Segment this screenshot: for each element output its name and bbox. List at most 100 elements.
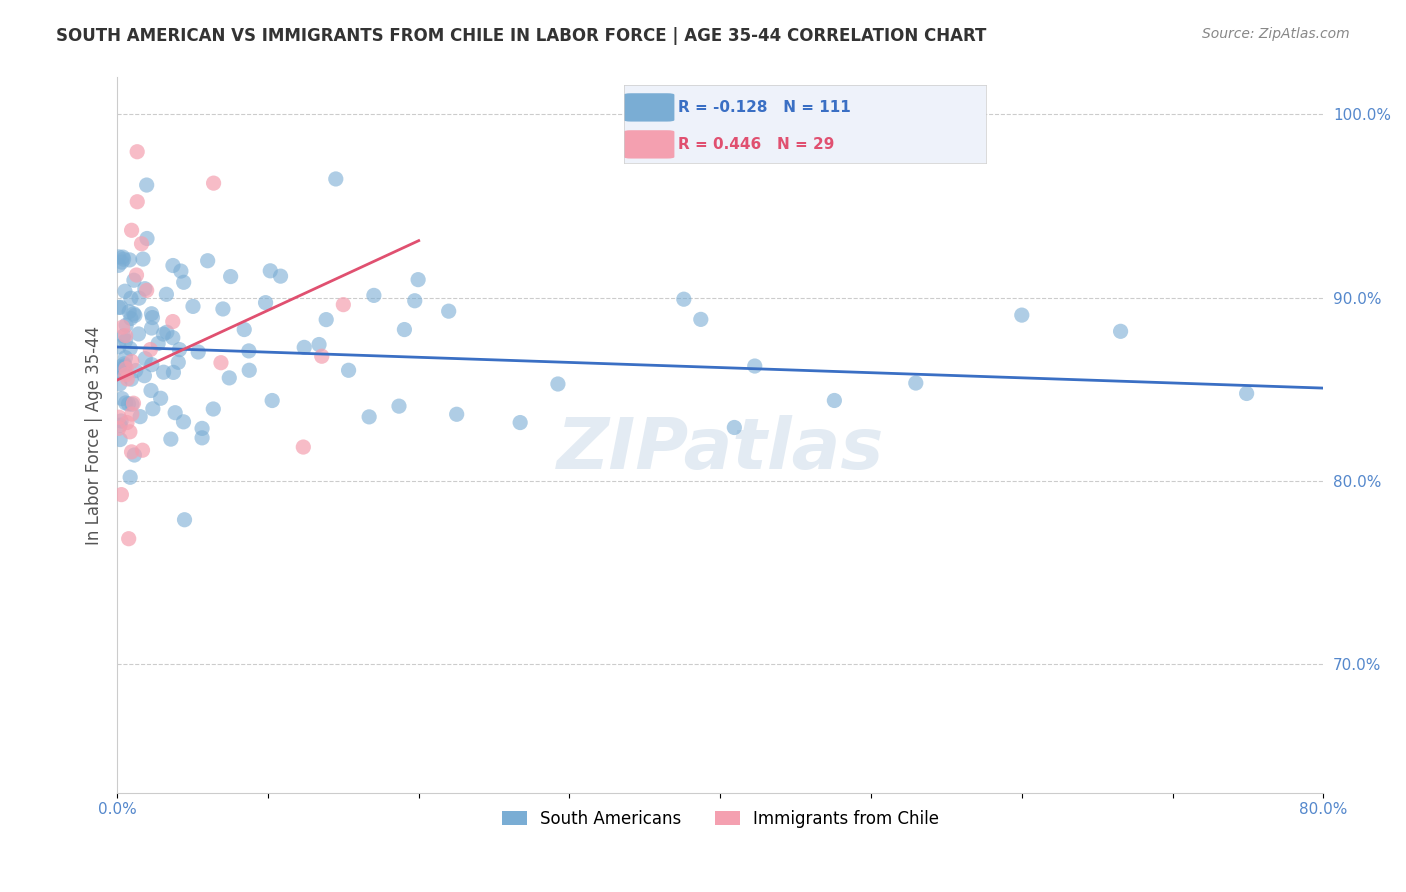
Point xyxy=(173,415,195,429)
Point xyxy=(672,292,695,306)
Point xyxy=(191,431,214,445)
Point xyxy=(262,393,284,408)
Point xyxy=(141,307,163,321)
Y-axis label: In Labor Force | Age 35-44: In Labor Force | Age 35-44 xyxy=(86,326,103,545)
Point xyxy=(259,264,281,278)
Point xyxy=(209,356,232,370)
Point xyxy=(509,416,531,430)
Point xyxy=(122,307,145,321)
Point xyxy=(202,176,225,190)
Point xyxy=(110,414,132,428)
Point xyxy=(156,325,179,339)
Point xyxy=(108,376,131,391)
Point xyxy=(117,372,139,386)
Point xyxy=(141,358,163,372)
Point xyxy=(135,284,157,298)
Point xyxy=(146,336,169,351)
Point xyxy=(122,273,145,287)
Point xyxy=(114,284,136,298)
Point xyxy=(121,397,143,411)
Point xyxy=(115,318,138,333)
Point xyxy=(131,236,153,251)
Point xyxy=(115,361,138,376)
Point xyxy=(388,399,411,413)
Point xyxy=(120,470,142,484)
Point xyxy=(124,448,146,462)
Point xyxy=(115,416,138,430)
Point xyxy=(112,329,135,343)
Point xyxy=(292,340,315,354)
Point xyxy=(152,327,174,342)
Point xyxy=(125,268,148,282)
Point xyxy=(134,351,156,366)
Point xyxy=(121,354,143,368)
Point xyxy=(110,301,132,315)
Point xyxy=(108,418,131,433)
Point xyxy=(118,425,141,439)
Point xyxy=(141,321,163,335)
Point xyxy=(142,401,165,416)
Point xyxy=(108,410,131,425)
Point xyxy=(170,264,193,278)
Point xyxy=(173,275,195,289)
Point xyxy=(111,255,134,269)
Point xyxy=(131,443,153,458)
Point xyxy=(162,331,184,345)
Point xyxy=(218,371,240,385)
Point xyxy=(114,359,136,373)
Point xyxy=(121,223,143,237)
Point xyxy=(114,328,136,343)
Point xyxy=(270,269,292,284)
Point xyxy=(134,282,156,296)
Point xyxy=(169,343,191,357)
Point xyxy=(121,407,143,421)
Point xyxy=(160,432,183,446)
Point xyxy=(167,355,190,369)
Point xyxy=(114,368,136,382)
Point xyxy=(108,359,131,374)
Point xyxy=(363,288,385,302)
Point xyxy=(689,312,711,326)
Point xyxy=(162,365,184,379)
Point xyxy=(406,273,429,287)
Point xyxy=(173,513,195,527)
Point xyxy=(128,326,150,341)
Point xyxy=(124,309,146,323)
Point xyxy=(107,301,129,315)
Point xyxy=(112,357,135,371)
Point xyxy=(238,343,260,358)
Point xyxy=(114,396,136,410)
Point xyxy=(141,310,163,325)
Point xyxy=(1109,324,1132,338)
Point xyxy=(162,259,184,273)
Point xyxy=(120,372,142,386)
Point xyxy=(111,320,134,334)
Point xyxy=(1011,308,1033,322)
Point xyxy=(325,172,347,186)
Point xyxy=(904,376,927,390)
Text: SOUTH AMERICAN VS IMMIGRANTS FROM CHILE IN LABOR FORCE | AGE 35-44 CORRELATION C: SOUTH AMERICAN VS IMMIGRANTS FROM CHILE … xyxy=(56,27,987,45)
Point xyxy=(108,340,131,354)
Point xyxy=(132,252,155,266)
Point xyxy=(359,409,381,424)
Point xyxy=(332,298,354,312)
Point xyxy=(111,392,134,406)
Point xyxy=(202,402,225,417)
Point xyxy=(120,291,142,305)
Point xyxy=(165,406,187,420)
Point xyxy=(437,304,460,318)
Point xyxy=(129,409,152,424)
Point xyxy=(108,433,131,447)
Point xyxy=(723,420,745,434)
Point xyxy=(1236,386,1258,401)
Point xyxy=(122,396,145,410)
Point xyxy=(107,258,129,272)
Point xyxy=(135,178,157,192)
Point xyxy=(315,312,337,326)
Text: Source: ZipAtlas.com: Source: ZipAtlas.com xyxy=(1202,27,1350,41)
Point xyxy=(121,445,143,459)
Point xyxy=(118,252,141,267)
Point xyxy=(254,295,277,310)
Point xyxy=(155,287,177,301)
Point xyxy=(233,322,256,336)
